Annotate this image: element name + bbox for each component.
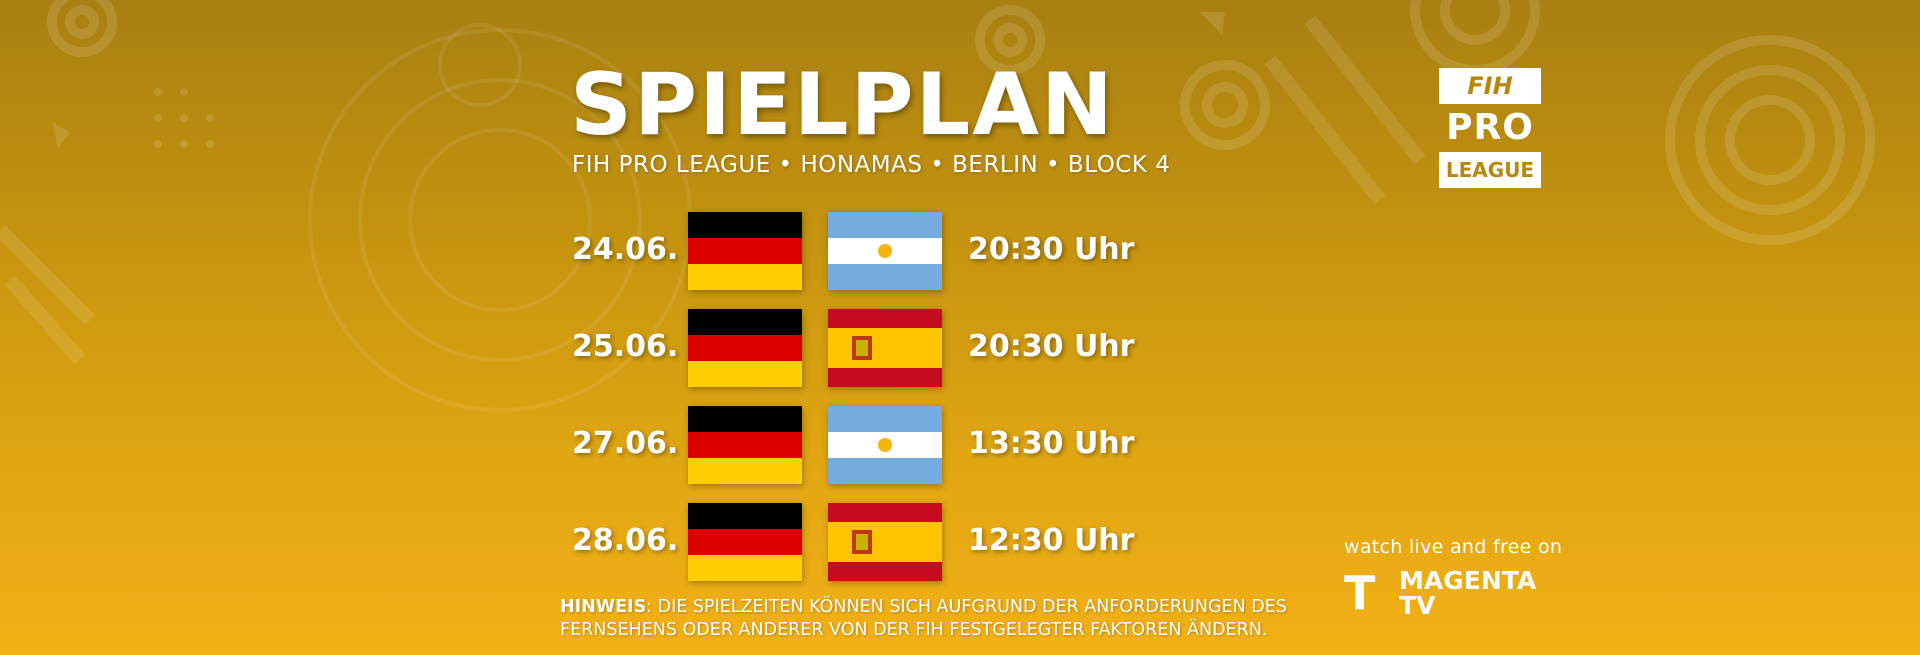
match-time: 20:30 Uhr [968, 232, 1135, 267]
germany-flag-icon [688, 503, 802, 581]
magenta-tv-promo: watch live and free on T MAGENTA TV [1344, 536, 1563, 618]
disclaimer-note: HINWEIS: DIE SPIELZEITEN KÖNNEN SICH AUF… [560, 596, 1287, 642]
page-subtitle: FIH PRO LEAGUE • HONAMAS • BERLIN • BLOC… [572, 152, 1171, 178]
brand-line-2: TV [1399, 591, 1436, 620]
note-label: HINWEIS [560, 597, 647, 617]
match-date: 27.06. [572, 426, 679, 461]
germany-flag-icon [688, 309, 802, 387]
watch-live-text: watch live and free on [1344, 536, 1563, 558]
brand-line-1: MAGENTA [1399, 566, 1537, 595]
match-time: 12:30 Uhr [968, 523, 1135, 558]
match-time: 20:30 Uhr [968, 329, 1135, 364]
match-date: 25.06. [572, 329, 679, 364]
match-date: 24.06. [572, 232, 679, 267]
argentina-flag-icon [828, 212, 942, 290]
note-text-line-2: FERNSEHENS ODER ANDERER VON DER FIH FEST… [560, 620, 1268, 640]
match-row: 25.06. 20:30 Uhr [570, 309, 1170, 387]
germany-flag-icon [688, 406, 802, 484]
match-time: 13:30 Uhr [968, 426, 1135, 461]
match-row: 28.06. 12:30 Uhr [570, 503, 1170, 581]
match-row: 24.06. 20:30 Uhr [570, 212, 1170, 290]
argentina-flag-icon [828, 406, 942, 484]
logo-line-1: FIH [1439, 68, 1541, 104]
note-text: : DIE SPIELZEITEN KÖNNEN SICH AUFGRUND D… [646, 597, 1287, 617]
fih-pro-league-logo: FIH PRO LEAGUE [1438, 68, 1542, 188]
match-date: 28.06. [572, 523, 679, 558]
page-title: SPIELPLAN [570, 55, 1115, 155]
magenta-tv-logo: T MAGENTA TV [1344, 566, 1564, 626]
germany-flag-icon [688, 212, 802, 290]
logo-line-3: LEAGUE [1439, 152, 1541, 188]
spain-flag-icon [828, 309, 942, 387]
logo-line-2: PRO [1446, 107, 1534, 148]
match-row: 27.06. 13:30 Uhr [570, 406, 1170, 484]
spain-flag-icon [828, 503, 942, 581]
telekom-t-icon: T [1344, 566, 1376, 620]
magenta-tv-name: MAGENTA TV [1399, 568, 1536, 618]
